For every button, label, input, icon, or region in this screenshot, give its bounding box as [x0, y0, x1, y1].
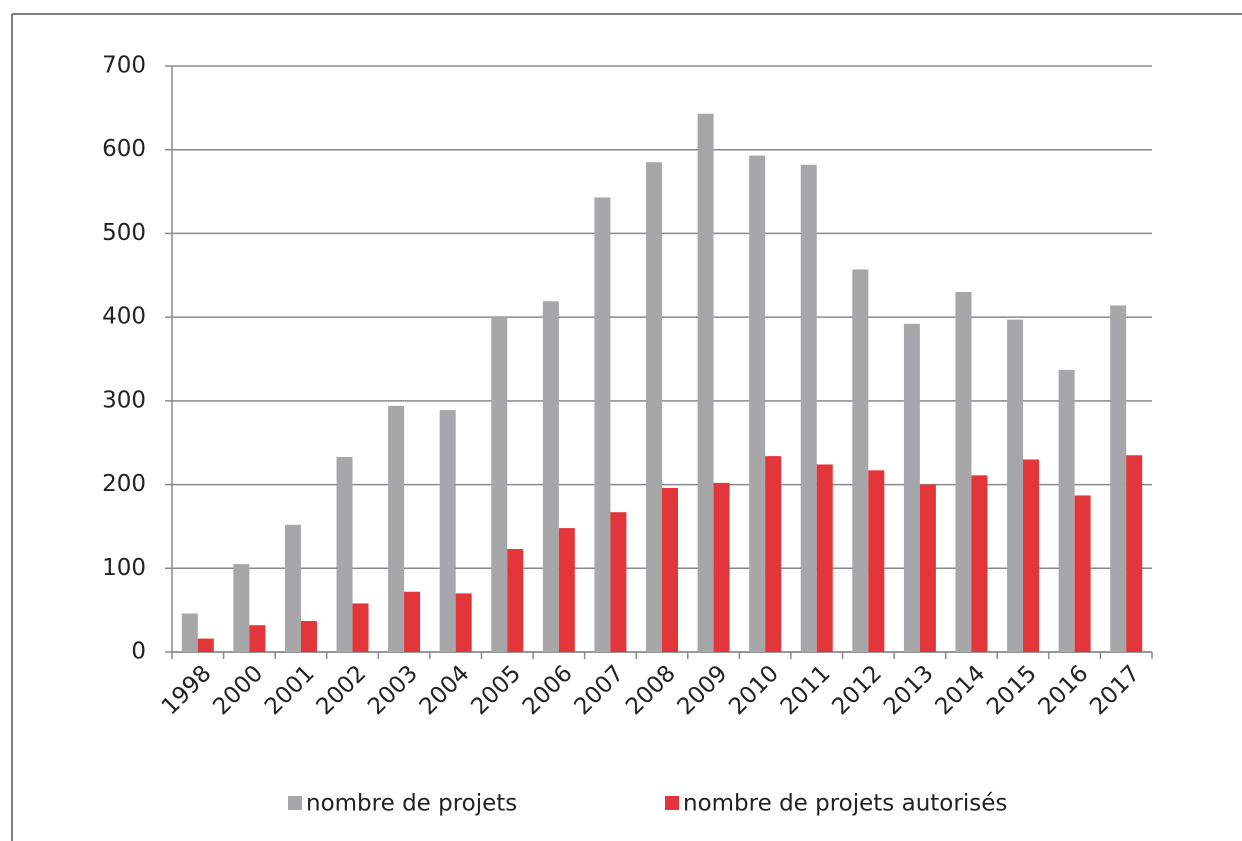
bar — [507, 549, 524, 652]
y-tick-label: 500 — [102, 220, 146, 246]
y-tick-label: 400 — [102, 304, 146, 330]
y-tick-label: 700 — [102, 53, 146, 79]
bar — [713, 482, 730, 652]
x-tick-label: 2015 — [982, 660, 1042, 720]
legend-swatch — [665, 796, 679, 810]
x-tick-label: 2014 — [931, 660, 991, 720]
bar — [955, 292, 972, 652]
bar — [646, 162, 662, 652]
x-tick-label: 2004 — [415, 660, 475, 720]
bar — [336, 456, 353, 652]
bar — [1007, 319, 1024, 652]
bar — [1074, 495, 1091, 652]
bar — [971, 475, 988, 652]
bar — [919, 484, 936, 652]
x-tick-label: 2008 — [621, 660, 681, 720]
x-tick-label: 2011 — [776, 660, 836, 720]
x-tick-label: 2013 — [879, 660, 939, 720]
bar — [868, 470, 885, 652]
bar — [816, 464, 833, 652]
x-tick-label: 2017 — [1085, 660, 1145, 720]
x-tick-label: 2000 — [208, 660, 268, 720]
bar — [455, 593, 472, 652]
x-tick-label: 2003 — [363, 660, 423, 720]
bar — [439, 410, 456, 652]
bar — [352, 603, 369, 652]
legend-label: nombre de projets autorisés — [683, 791, 1007, 817]
bar — [300, 621, 317, 652]
y-tick-label: 300 — [102, 387, 146, 413]
bar — [610, 512, 627, 652]
x-tick-label: 2016 — [1034, 660, 1094, 720]
bar — [594, 197, 611, 652]
x-tick-label: 2006 — [518, 660, 578, 720]
bar — [233, 564, 250, 652]
bar — [491, 317, 508, 652]
bar — [249, 625, 266, 652]
bar — [284, 524, 301, 652]
y-tick-label: 200 — [102, 471, 146, 497]
x-tick-label: 2009 — [673, 660, 733, 720]
legend-label: nombre de projets — [306, 791, 517, 817]
bar — [1126, 455, 1143, 652]
x-tick-label: 2010 — [724, 660, 784, 720]
y-tick-label: 0 — [131, 639, 146, 665]
bar — [558, 528, 575, 652]
x-tick-label: 2005 — [466, 660, 526, 720]
bar — [765, 456, 782, 652]
bar — [662, 487, 678, 652]
x-tick-label: 2012 — [827, 660, 887, 720]
bar — [1058, 369, 1075, 652]
y-tick-label: 600 — [102, 136, 146, 162]
bar — [852, 269, 869, 652]
bar — [749, 155, 766, 652]
x-tick-label: 2001 — [260, 660, 320, 720]
bar — [697, 113, 714, 652]
bar — [1110, 305, 1127, 652]
bar — [404, 591, 421, 652]
bar — [1023, 459, 1040, 652]
x-tick-label: 2002 — [312, 660, 372, 720]
bar — [542, 301, 559, 652]
bar — [181, 613, 198, 652]
bar — [903, 323, 920, 652]
legend-swatch — [288, 796, 302, 810]
bar — [800, 164, 817, 653]
x-tick-label: 1998 — [157, 660, 217, 720]
y-tick-label: 100 — [102, 555, 146, 581]
bar — [388, 405, 405, 652]
x-tick-label: 2007 — [569, 660, 629, 720]
bar — [197, 638, 214, 652]
